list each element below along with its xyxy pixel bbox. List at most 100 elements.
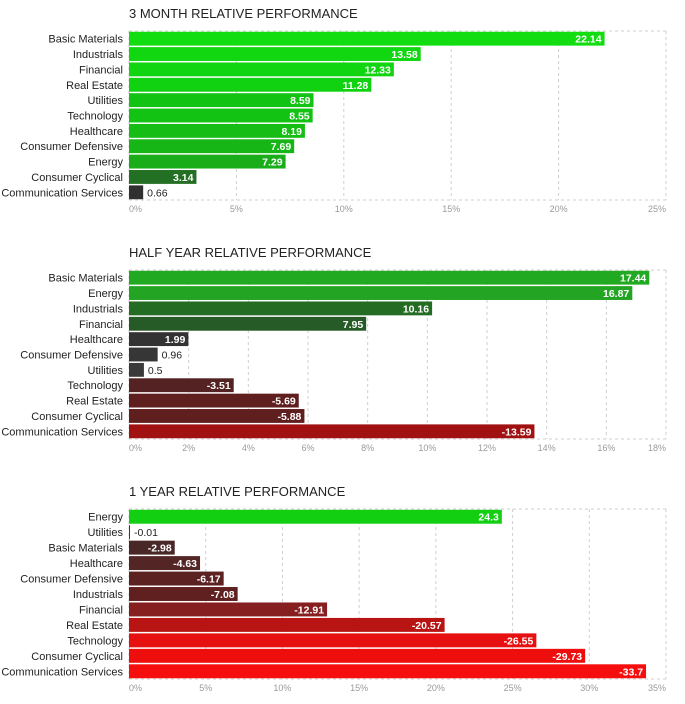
category-label: Real Estate xyxy=(66,80,123,92)
bar xyxy=(129,270,650,285)
category-label: Industrials xyxy=(73,49,124,61)
bar xyxy=(129,509,502,524)
category-label: Basic Materials xyxy=(48,543,123,555)
bar-value-label: 8.55 xyxy=(289,111,310,123)
x-tick-label: 15% xyxy=(350,683,368,693)
category-label: Real Estate xyxy=(66,620,123,632)
bar-value-label: -6.17 xyxy=(197,574,221,586)
x-tick-label: 20% xyxy=(550,204,568,214)
bar xyxy=(129,602,328,617)
bar xyxy=(129,362,144,377)
x-tick-label: 10% xyxy=(418,443,436,453)
bar-value-label: 10.16 xyxy=(403,303,429,315)
x-tick-label: 2% xyxy=(182,443,195,453)
bar-value-label: 1.99 xyxy=(165,334,186,346)
chart-panel-3: 1 YEAR RELATIVE PERFORMANCE 0% 5% 10% 15% 20%… xyxy=(1,484,667,693)
bar xyxy=(129,62,394,77)
x-tick-label: 0% xyxy=(129,683,142,693)
bar xyxy=(129,617,445,632)
category-label: Healthcare xyxy=(70,126,123,138)
x-tick-label: 14% xyxy=(538,443,556,453)
category-label: Energy xyxy=(88,288,123,300)
x-tick-label: 5% xyxy=(199,683,212,693)
bar xyxy=(129,409,305,423)
x-tick-label: 5% xyxy=(230,204,243,214)
bar-value-label: 12.33 xyxy=(365,64,391,76)
bar-value-label: 7.29 xyxy=(262,157,283,169)
bar-value-label: -12.91 xyxy=(294,604,324,616)
category-label: Consumer Defensive xyxy=(20,350,123,362)
category-label: Utilities xyxy=(88,527,124,539)
category-label: Industrials xyxy=(73,589,124,601)
bar-value-label: 7.69 xyxy=(271,141,292,153)
bar xyxy=(129,108,313,123)
chart-panel-2: HALF YEAR RELATIVE PERFORMANCE 0% 2% 4% 6% 8%… xyxy=(1,245,667,453)
bar-value-label: 13.58 xyxy=(391,49,417,61)
bar-value-label: -26.55 xyxy=(504,635,534,647)
x-tick-label: 10% xyxy=(335,204,353,214)
bar xyxy=(129,31,605,46)
bar xyxy=(129,540,175,555)
x-tick-label: 0% xyxy=(129,204,142,214)
x-tick-label: 15% xyxy=(442,204,460,214)
category-label: Consumer Cyclical xyxy=(31,651,123,663)
category-label: Communication Services xyxy=(1,666,123,678)
bar-value-label: -7.08 xyxy=(211,589,235,601)
bar xyxy=(129,77,372,92)
bar-value-label: 24.3 xyxy=(478,512,499,524)
x-tick-label: 35% xyxy=(648,683,666,693)
bar xyxy=(129,93,314,108)
category-label: Technology xyxy=(67,111,123,123)
bar-value-label: 0.96 xyxy=(162,350,183,362)
bar xyxy=(129,47,421,61)
x-tick-label: 10% xyxy=(273,683,291,693)
bar-value-label: 22.14 xyxy=(575,34,601,46)
bar-value-label: -5.69 xyxy=(272,396,296,408)
category-label: Healthcare xyxy=(70,558,123,570)
bar xyxy=(129,139,295,154)
category-label: Financial xyxy=(79,64,123,76)
bar xyxy=(129,123,305,138)
x-tick-label: 6% xyxy=(301,443,314,453)
category-label: Technology xyxy=(67,635,123,647)
x-tick-label: 12% xyxy=(478,443,496,453)
bar xyxy=(129,571,224,586)
bar xyxy=(129,154,286,169)
category-label: Basic Materials xyxy=(48,34,123,46)
category-label: Utilities xyxy=(88,365,124,377)
bar xyxy=(129,170,197,184)
category-label: Basic Materials xyxy=(48,273,123,285)
bar xyxy=(129,185,144,200)
bar xyxy=(129,587,238,601)
bar xyxy=(129,424,535,439)
bar xyxy=(129,633,537,648)
bar xyxy=(129,286,633,300)
chart-title: HALF YEAR RELATIVE PERFORMANCE xyxy=(129,245,372,260)
bar xyxy=(129,378,234,393)
bar-value-label: -2.98 xyxy=(148,543,172,555)
bar-value-label: 7.95 xyxy=(343,319,364,331)
bar-value-label: 0.66 xyxy=(147,187,168,199)
x-tick-label: 25% xyxy=(648,204,666,214)
chart-title: 1 YEAR RELATIVE PERFORMANCE xyxy=(129,484,346,499)
category-label: Financial xyxy=(79,319,123,331)
bar-value-label: 3.14 xyxy=(173,172,194,184)
x-tick-label: 16% xyxy=(597,443,615,453)
bar-value-label: -5.88 xyxy=(277,411,301,423)
category-label: Financial xyxy=(79,604,123,616)
bar-value-label: 8.19 xyxy=(281,126,302,138)
bar-value-label: -29.73 xyxy=(552,651,582,663)
bar-value-label: -33.7 xyxy=(619,666,643,678)
bar-value-label: 17.44 xyxy=(620,273,646,285)
x-tick-label: 4% xyxy=(242,443,255,453)
chart-panel-1: 3 MONTH RELATIVE PERFORMANCE 0% 5% 10% 15% 20… xyxy=(1,6,667,214)
x-tick-label: 25% xyxy=(504,683,522,693)
category-label: Utilities xyxy=(88,95,124,107)
category-label: Real Estate xyxy=(66,396,123,408)
bar-value-label: -20.57 xyxy=(412,620,442,632)
x-tick-label: 0% xyxy=(129,443,142,453)
bar xyxy=(129,332,189,347)
bar xyxy=(129,556,201,571)
category-label: Energy xyxy=(88,512,123,524)
